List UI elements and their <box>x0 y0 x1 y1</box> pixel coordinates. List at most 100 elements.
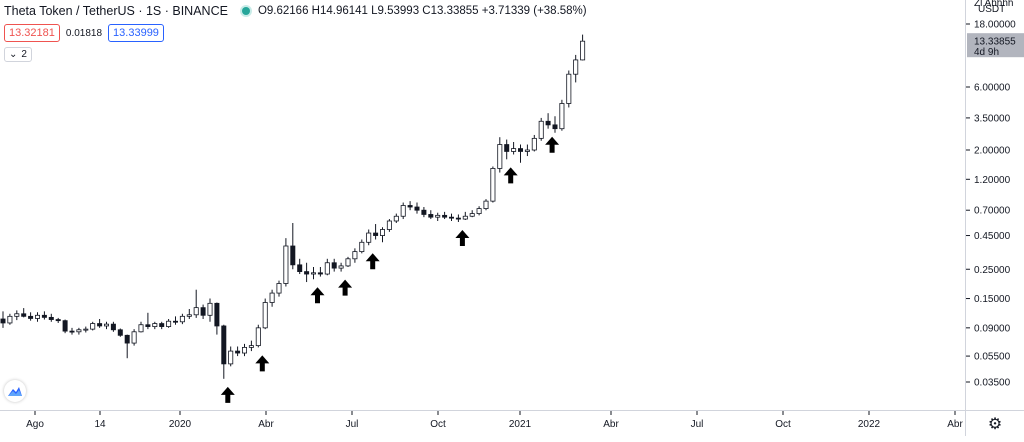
candle-body <box>179 315 185 323</box>
price-label: 0.05500 <box>974 352 1011 363</box>
candle <box>41 311 47 320</box>
candle-body <box>262 302 268 329</box>
candle-body <box>21 313 27 317</box>
candle-body <box>448 216 454 219</box>
spread-value: 0.01818 <box>65 27 103 39</box>
candle-body <box>186 314 192 317</box>
chart-pane[interactable]: Theta Token / TetherUS · 1S · BINANCE O9… <box>0 0 965 410</box>
buy-price-button[interactable]: 13.33999 <box>108 24 164 42</box>
candle <box>138 321 144 333</box>
candle-body <box>235 350 241 354</box>
candle-body <box>207 302 213 316</box>
candle <box>48 313 54 322</box>
candle-body <box>7 315 13 324</box>
candle-body <box>317 272 323 275</box>
time-axis-labels: Ago 14 2020 Abr Jul Oct 2021 Abr Jul Oct 2022 Abr <box>26 411 963 430</box>
time-label: Oct <box>775 419 791 430</box>
candle-body <box>304 271 310 275</box>
candle-body <box>297 264 303 272</box>
buy-signal-arrow-icon <box>255 355 270 372</box>
price-label: 0.09000 <box>974 323 1011 334</box>
candle-body <box>435 214 441 218</box>
candle-body <box>221 325 227 365</box>
candle-body <box>373 232 379 236</box>
candle <box>207 298 213 322</box>
candle <box>552 116 558 133</box>
candle-body <box>524 149 530 152</box>
candle-body <box>331 262 337 269</box>
candle <box>359 239 365 254</box>
candle-body <box>159 323 165 327</box>
time-label: Abr <box>947 419 963 430</box>
tradingview-logo[interactable] <box>4 380 26 402</box>
buy-signal-arrow-icon <box>220 386 235 403</box>
candle-body <box>324 262 330 275</box>
candle <box>338 262 344 272</box>
candle <box>400 202 406 220</box>
candle <box>310 267 316 280</box>
time-axis[interactable]: Ago 14 2020 Abr Jul Oct 2021 Abr Jul Oct 2022 Abr <box>0 410 965 436</box>
candle-body <box>310 272 316 275</box>
candle-body <box>62 320 68 332</box>
candle <box>428 210 434 220</box>
candle-body <box>490 168 496 202</box>
candle <box>262 298 268 330</box>
candle <box>97 318 103 328</box>
candlestick-chart[interactable] <box>0 0 965 410</box>
candle <box>221 324 227 379</box>
indicators-toggle[interactable]: ⌄ 2 <box>4 47 32 62</box>
time-label: 2022 <box>858 419 881 430</box>
price-label: 0.70000 <box>974 206 1011 217</box>
candle-body <box>573 59 579 75</box>
candle <box>283 238 289 287</box>
time-label: Oct <box>430 419 446 430</box>
candle-body <box>200 307 206 316</box>
candle <box>241 343 247 357</box>
price-axis[interactable]: Zl Ahhhh USDT 18.00000 6.00000 3.50000 2.0000… <box>965 0 1024 410</box>
market-open-icon <box>241 7 250 15</box>
candle <box>269 289 275 307</box>
candle <box>580 34 586 61</box>
candle <box>104 321 110 330</box>
candle-body <box>145 324 151 327</box>
candle-body <box>531 137 537 151</box>
candle <box>524 144 530 157</box>
candle-body <box>255 327 261 347</box>
candle <box>559 99 565 131</box>
candle-body <box>117 329 123 336</box>
candle-body <box>538 120 544 139</box>
price-label: 6.00000 <box>974 83 1011 94</box>
symbol-title[interactable]: Theta Token / TetherUS · 1S · BINANCE <box>4 4 228 18</box>
buy-signal-arrow-icon <box>310 287 325 304</box>
candle <box>76 327 82 335</box>
candle-body <box>138 324 144 333</box>
candle <box>172 316 178 325</box>
sell-price-button[interactable]: 13.32181 <box>4 24 60 42</box>
candle <box>345 256 351 268</box>
candle-body <box>428 214 434 218</box>
candle-body <box>497 144 503 169</box>
candle <box>14 310 20 321</box>
candle <box>193 289 199 318</box>
candle <box>117 328 123 337</box>
price-label: 3.50000 <box>974 113 1011 124</box>
candle-body <box>214 302 220 327</box>
ohlc-values: O9.62166 H14.96141 L9.53993 C13.33855 +3… <box>257 5 587 17</box>
chart-settings-button[interactable]: ⚙ <box>965 410 1024 436</box>
candle <box>7 313 13 325</box>
candle <box>518 144 524 163</box>
candle <box>200 304 206 319</box>
buy-signal-arrow-icon <box>338 279 353 296</box>
time-label: Jul <box>691 419 704 430</box>
candle <box>110 321 116 332</box>
quote-row: 13.32181 0.01818 13.33999 <box>4 24 164 42</box>
price-label: 0.25000 <box>974 265 1011 276</box>
candle-body <box>545 120 551 126</box>
candle <box>248 340 254 352</box>
candle <box>511 141 517 155</box>
candle <box>186 309 192 319</box>
candle <box>442 211 448 220</box>
candle <box>35 312 41 322</box>
candle <box>21 308 27 318</box>
candle <box>0 311 6 328</box>
